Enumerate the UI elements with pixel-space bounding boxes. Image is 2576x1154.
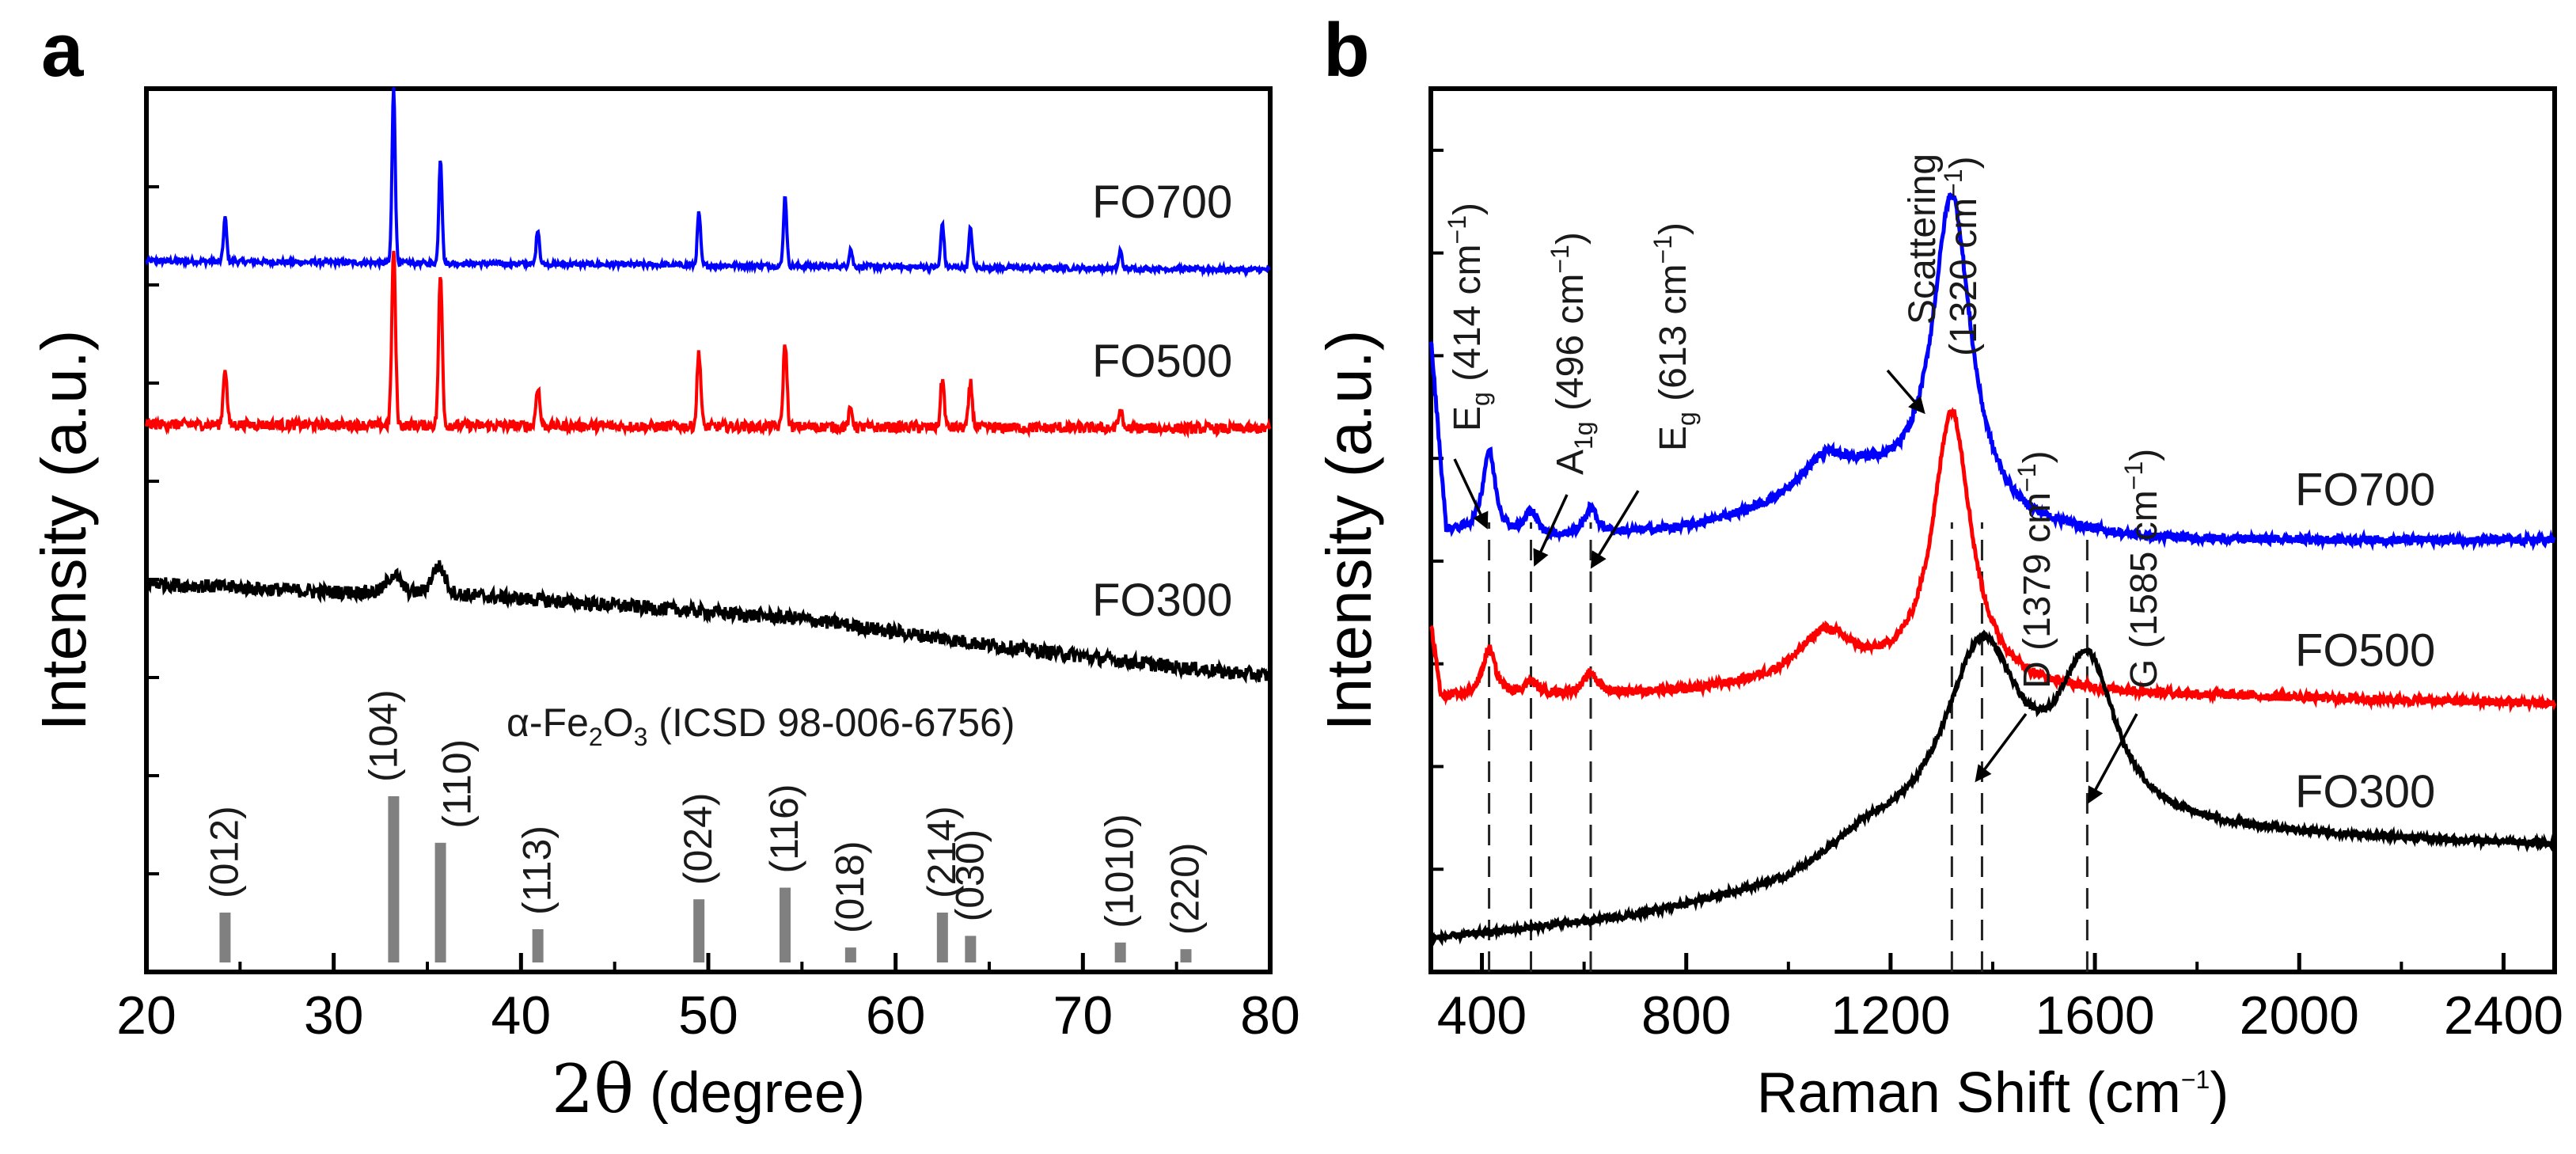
- xrd-reference-title: α-Fe2O3 (ICSD 98-006-6756): [506, 700, 1015, 751]
- xrd-reference-hkl-label: (220): [1163, 842, 1208, 935]
- xrd-reference-hkl-label: (104): [361, 689, 405, 782]
- raman-annotation-label: Scattering(1320 cm−1): [1902, 154, 1985, 356]
- xrd-reference-hkl-label: (012): [202, 806, 246, 898]
- xrd-reference-bar: [1180, 949, 1192, 962]
- raman-annotation-arrow: [1590, 490, 1640, 569]
- raman-annotation-arrow: [1533, 494, 1569, 567]
- xrd-reference-hkl-label: (024): [676, 792, 720, 885]
- xrd-x-tick-label: 50: [678, 985, 738, 1046]
- raman-annotation-label: D (1379 cm−1): [2013, 450, 2058, 689]
- xrd-x-tick-label: 20: [116, 985, 176, 1046]
- xrd-reference-bar: [844, 947, 856, 962]
- xrd-series-label-FO300: FO300: [1092, 575, 1232, 626]
- raman-x-axis-title: Raman Shift (cm−1): [1757, 1061, 2229, 1125]
- xrd-x-tick-label: 70: [1053, 985, 1113, 1046]
- xrd-y-axis-title: Intensity (a.u.): [28, 330, 99, 731]
- xrd-panel: 20 30 40 50 60 70 80 2θ (degree) Intensity (a.u.…: [28, 86, 1300, 1128]
- xrd-reference-hkl-label: (110): [435, 739, 480, 829]
- raman-annotation-label: A1g (496 cm−1): [1546, 232, 1598, 475]
- xrd-series-line-FO300: [145, 560, 1272, 685]
- raman-annotation-arrow: [2087, 713, 2138, 804]
- xrd-reference-bar: [219, 913, 231, 962]
- xrd-series-line-FO500: [145, 250, 1272, 439]
- xrd-reference-bar: [388, 796, 400, 962]
- raman-x-tick-label: 400: [1437, 985, 1527, 1046]
- panel-letter-a: a: [41, 8, 84, 93]
- raman-annotation-arrow: [1886, 369, 1925, 415]
- xrd-reference-bar: [532, 929, 544, 962]
- xrd-x-tick-label: 80: [1240, 985, 1300, 1046]
- raman-annotation-label: Eg (613 cm−1): [1648, 222, 1701, 451]
- xrd-reference-hkl-label: (030): [947, 829, 992, 922]
- raman-series-line-FO300: [1428, 628, 2557, 948]
- raman-x-tick-label: 2400: [2444, 985, 2563, 1046]
- raman-x-tick-label: 1600: [2035, 985, 2154, 1046]
- raman-x-tick-label: 1200: [1831, 985, 1950, 1046]
- xrd-x-tick-label: 60: [866, 985, 926, 1046]
- xrd-reference-bar: [693, 899, 705, 962]
- xrd-reference-bar: [780, 887, 791, 962]
- raman-panel: 400 800 1200 1600 2000 2400 Raman Shift (cm−1)…: [1314, 86, 2563, 1125]
- panel-letter-b: b: [1323, 8, 1370, 93]
- xrd-series-line-FO700: [145, 87, 1271, 279]
- raman-series-line-FO500: [1429, 407, 2557, 714]
- xrd-reference-bar: [965, 936, 977, 962]
- xrd-reference-hkl-label: (1010): [1098, 814, 1142, 928]
- raman-series-label-FO300: FO300: [2295, 766, 2435, 818]
- raman-series-label-FO500: FO500: [2295, 625, 2435, 677]
- xrd-x-axis-title: 2θ (degree): [552, 1050, 865, 1128]
- raman-annotation-label: Eg (414 cm−1): [1443, 203, 1495, 431]
- raman-x-tick-label: 800: [1641, 985, 1731, 1046]
- raman-y-axis-title: Intensity (a.u.): [1314, 330, 1384, 731]
- raman-series-line-FO700: [1428, 192, 2556, 552]
- raman-annotation-label: G (1585 cm−1): [2119, 449, 2165, 689]
- xrd-x-tick-label: 30: [304, 985, 364, 1046]
- raman-series-label-FO700: FO700: [2295, 464, 2435, 515]
- xrd-reference-hkl-label: (018): [828, 841, 872, 933]
- xrd-series-label-FO700: FO700: [1092, 177, 1232, 228]
- xrd-reference-bar: [1114, 942, 1126, 962]
- xrd-reference-hkl-label: (113): [515, 826, 560, 915]
- xrd-reference-hkl-label: (116): [762, 784, 806, 873]
- xrd-series-label-FO500: FO500: [1092, 336, 1232, 387]
- xrd-x-tick-label: 40: [491, 985, 552, 1046]
- raman-annotation-arrow: [1975, 712, 2028, 783]
- xrd-reference-hkl-label: (214): [920, 806, 964, 898]
- xrd-reference-bar: [434, 842, 446, 962]
- xrd-reference-bar: [936, 913, 948, 962]
- raman-x-tick-label: 2000: [2240, 985, 2359, 1046]
- raman-annotation-arrow: [1453, 458, 1489, 530]
